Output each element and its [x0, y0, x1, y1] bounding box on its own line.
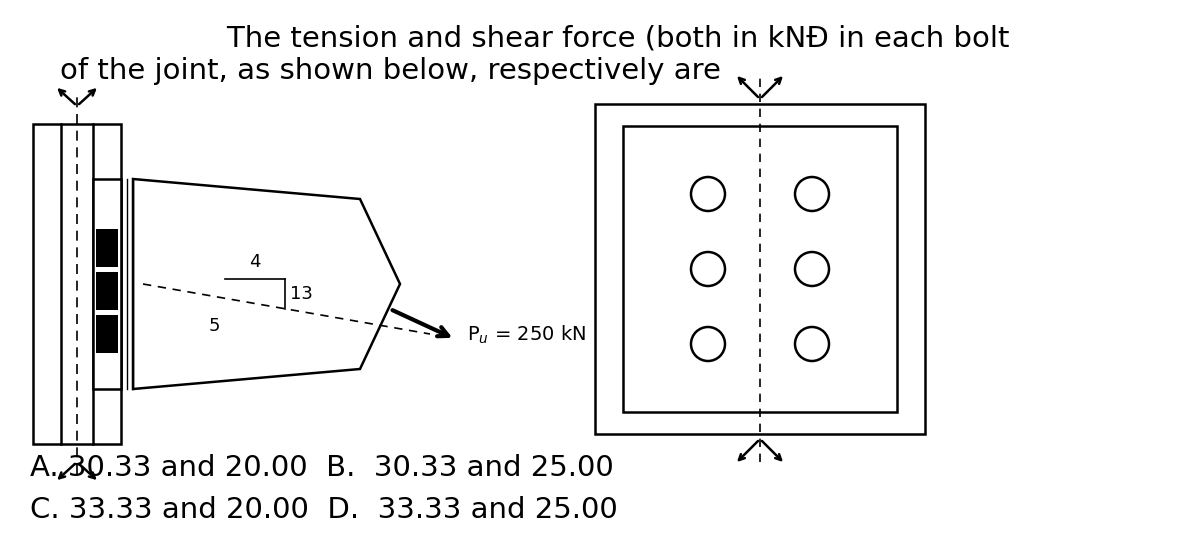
Circle shape — [691, 327, 725, 361]
Bar — [96, 229, 118, 267]
Bar — [94, 124, 121, 444]
Circle shape — [796, 252, 829, 286]
Bar — [94, 179, 121, 389]
Polygon shape — [133, 179, 400, 389]
Circle shape — [796, 177, 829, 211]
Text: P$_u$ = 250 kN: P$_u$ = 250 kN — [467, 324, 587, 346]
Bar — [96, 315, 118, 353]
Bar — [96, 272, 118, 310]
Text: of the joint, as shown below, respectively are: of the joint, as shown below, respective… — [60, 57, 721, 85]
Text: The tension and shear force (both in kNÐ in each bolt: The tension and shear force (both in kNÐ… — [191, 24, 1009, 52]
Text: 5: 5 — [209, 317, 220, 335]
Circle shape — [691, 252, 725, 286]
Text: C. 33.33 and 20.00  D.  33.33 and 25.00: C. 33.33 and 20.00 D. 33.33 and 25.00 — [30, 496, 618, 524]
Text: 13: 13 — [290, 285, 313, 303]
Text: 4: 4 — [250, 253, 260, 271]
Circle shape — [796, 327, 829, 361]
Bar — [595, 104, 925, 434]
Circle shape — [691, 177, 725, 211]
Bar — [34, 124, 61, 444]
Bar — [623, 126, 898, 412]
Text: A. 30.33 and 20.00  B.  30.33 and 25.00: A. 30.33 and 20.00 B. 30.33 and 25.00 — [30, 454, 613, 482]
